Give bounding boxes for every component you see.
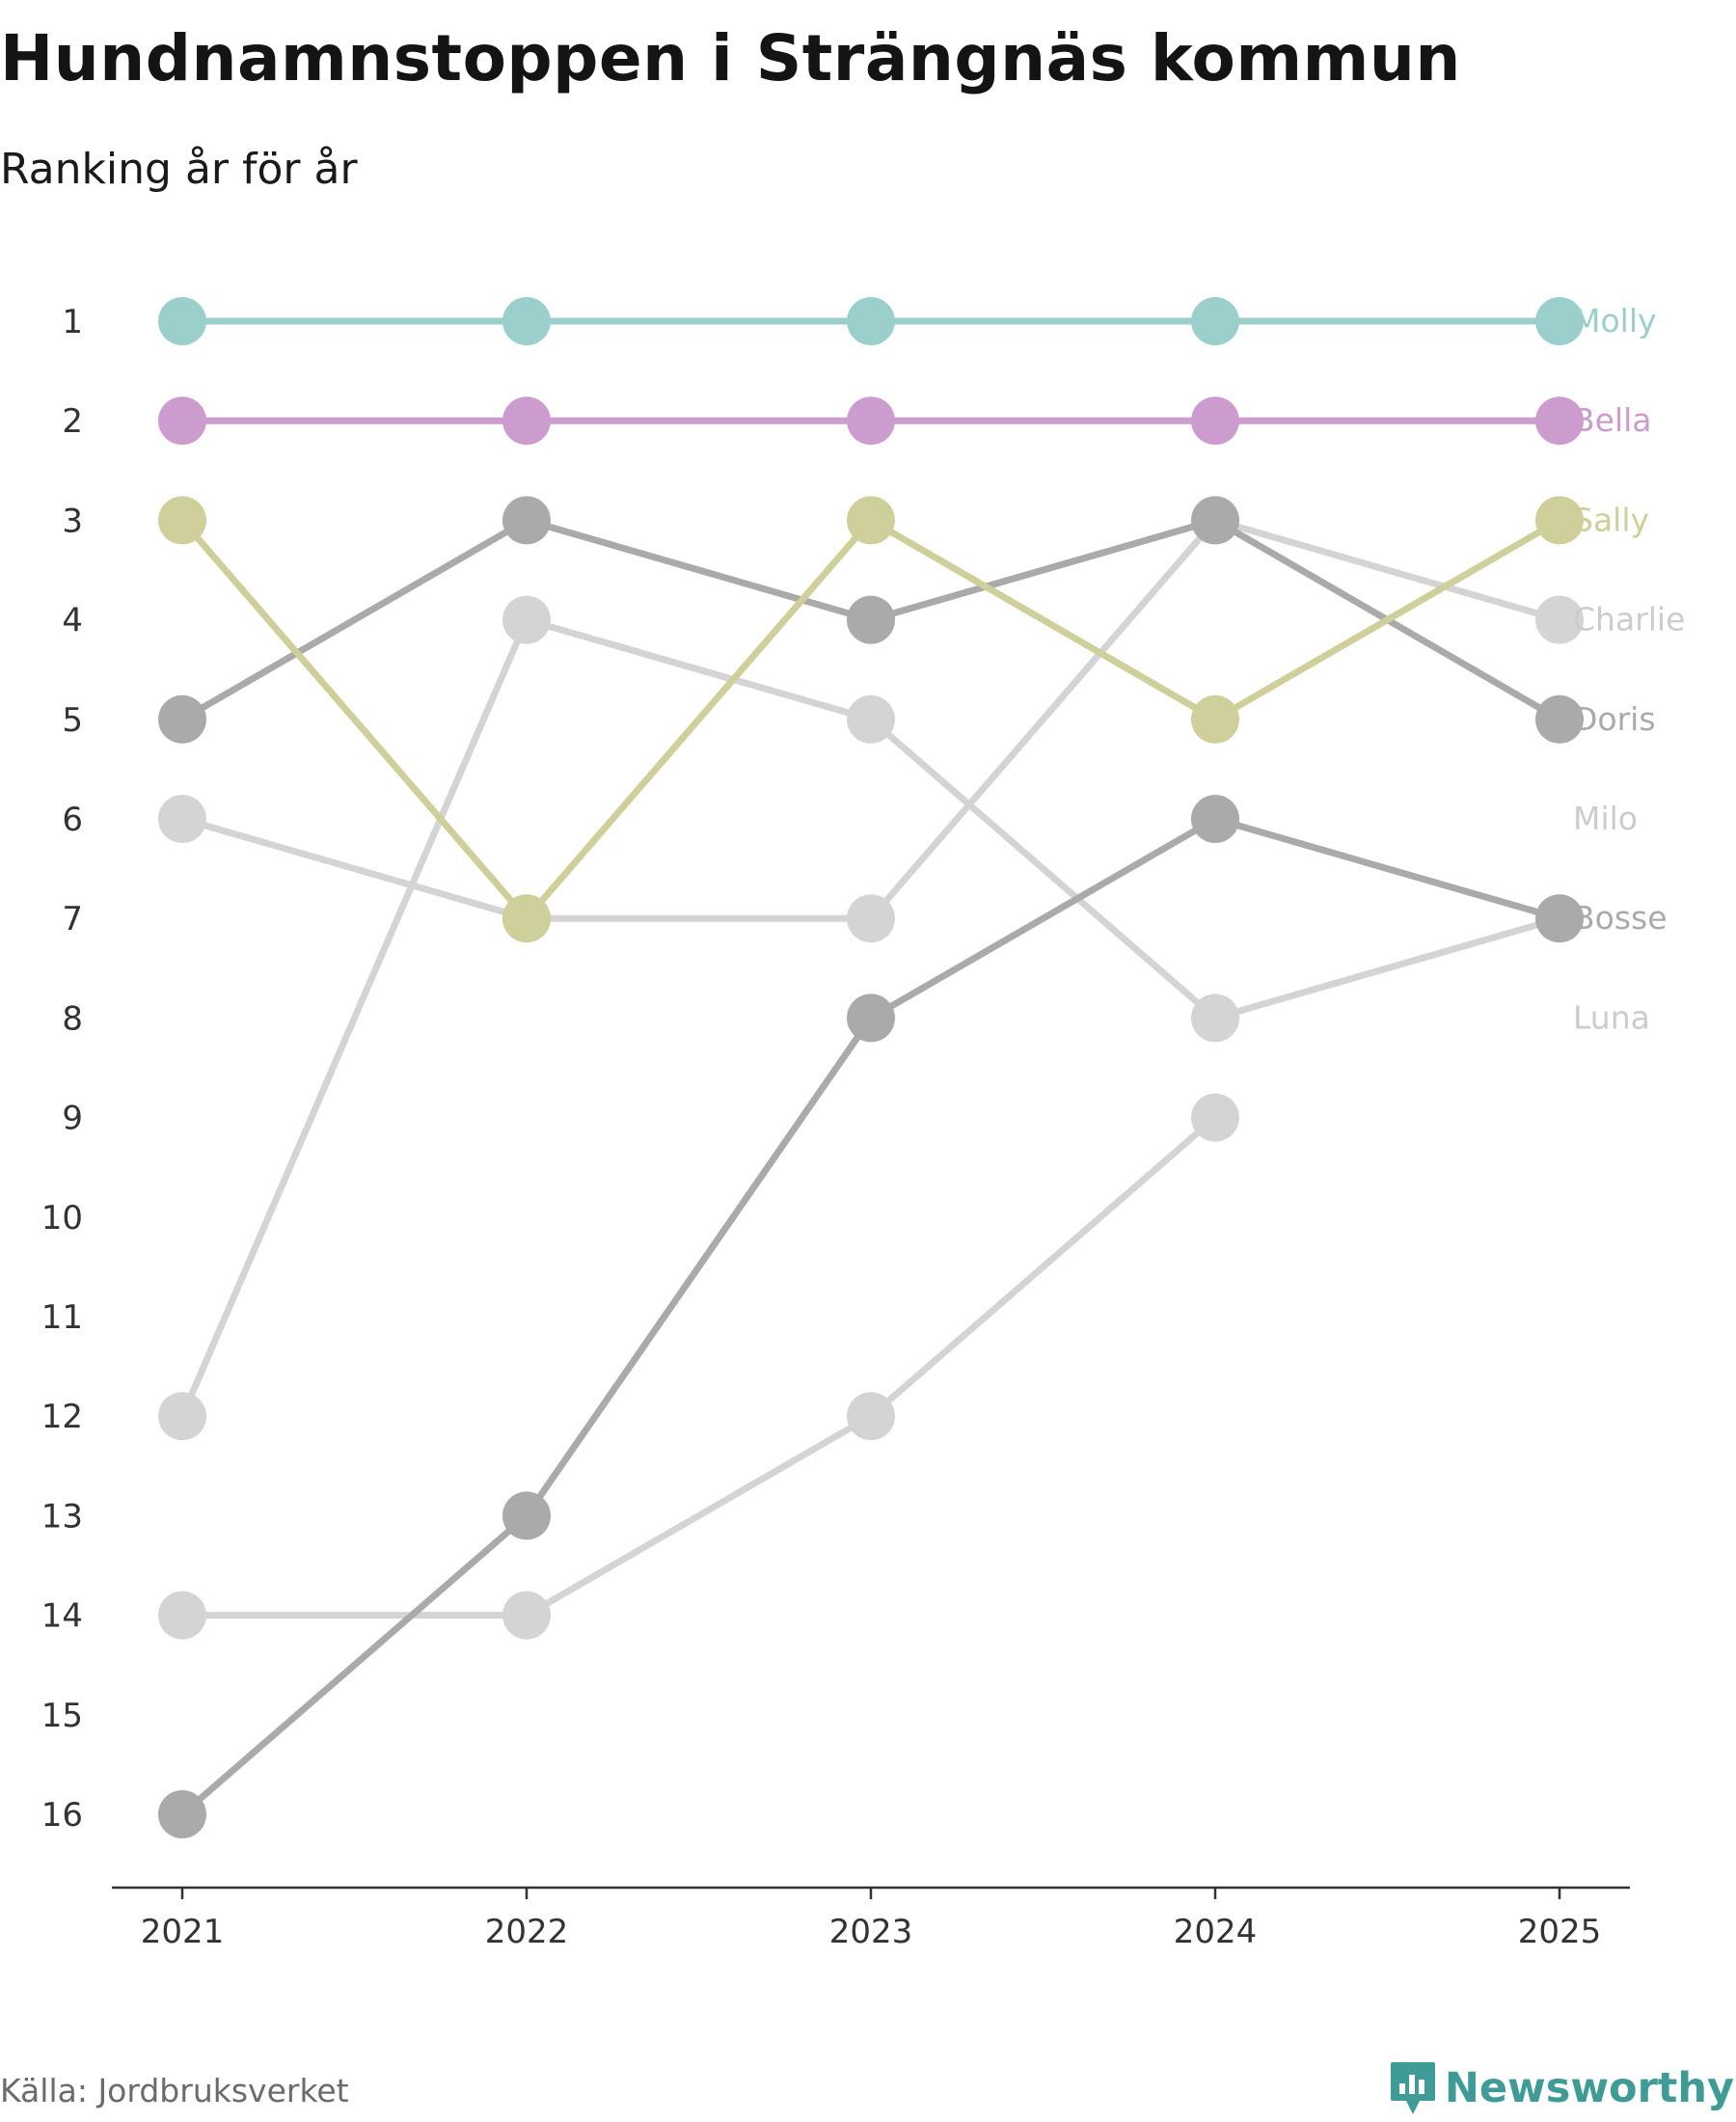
series-label-luna: Luna bbox=[1573, 998, 1650, 1036]
series-line-luna bbox=[178, 1114, 1219, 1619]
series-point-molly bbox=[1535, 297, 1584, 345]
series-point-bosse bbox=[502, 1491, 551, 1540]
series-point-bosse bbox=[1191, 795, 1239, 843]
series-label-doris: Doris bbox=[1573, 700, 1656, 738]
y-tick-label: 9 bbox=[62, 1100, 83, 1138]
series-label-molly: Molly bbox=[1573, 302, 1657, 340]
series-point-luna bbox=[1191, 1093, 1239, 1142]
y-tick-label: 13 bbox=[41, 1497, 83, 1536]
series-point-sally bbox=[158, 496, 206, 545]
y-tick-label: 6 bbox=[62, 801, 83, 839]
chart-title: Hundnamnstoppen i Strängnäs kommun bbox=[0, 21, 1461, 95]
x-tick-label: 2024 bbox=[1174, 1913, 1258, 1951]
y-tick-label: 16 bbox=[41, 1796, 83, 1835]
series-point-doris bbox=[502, 496, 551, 545]
newsworthy-logo-icon bbox=[1390, 2062, 1435, 2114]
series-end-labels: Molly Bella Sally Charlie Doris Milo Bosse Luna bbox=[1573, 302, 1685, 1036]
series-point-milo bbox=[847, 694, 895, 744]
series-lines bbox=[178, 317, 1563, 1818]
series-point-milo bbox=[1191, 993, 1239, 1043]
series-point-bella bbox=[1535, 396, 1584, 446]
x-axis-ticks: 2021 2022 2023 2024 2025 bbox=[141, 1888, 1602, 1951]
series-point-doris bbox=[158, 694, 206, 744]
series-point-sally bbox=[1535, 496, 1584, 545]
series-point-doris bbox=[1535, 694, 1584, 744]
series-point-molly bbox=[847, 297, 895, 345]
series-label-bella: Bella bbox=[1573, 401, 1652, 439]
brand-logo[interactable]: Newsworthy bbox=[1389, 2060, 1734, 2116]
series-point-doris bbox=[1191, 496, 1239, 545]
series-line-bosse bbox=[178, 815, 1563, 1818]
series-point-bella bbox=[1191, 396, 1239, 446]
y-tick-label: 12 bbox=[41, 1398, 83, 1436]
series-point-milo bbox=[158, 1392, 206, 1441]
series-point-luna bbox=[158, 1591, 206, 1640]
series-point-molly bbox=[502, 297, 551, 345]
series-point-doris bbox=[847, 595, 895, 644]
series-point-sally bbox=[502, 894, 551, 943]
series-point-sally bbox=[847, 496, 895, 545]
series-point-bella bbox=[158, 396, 206, 446]
series-point-molly bbox=[1191, 297, 1239, 345]
y-tick-label: 15 bbox=[41, 1697, 83, 1735]
series-label-charlie: Charlie bbox=[1573, 601, 1685, 639]
series-point-bella bbox=[502, 396, 551, 446]
x-tick-label: 2022 bbox=[485, 1913, 569, 1951]
y-tick-label: 10 bbox=[41, 1199, 83, 1238]
y-tick-label: 11 bbox=[41, 1298, 83, 1337]
series-point-bella bbox=[847, 396, 895, 446]
series-point-molly bbox=[158, 297, 206, 345]
chart-subtitle: Ranking år för år bbox=[0, 145, 358, 194]
y-tick-label: 14 bbox=[41, 1597, 83, 1636]
series-point-bosse bbox=[847, 993, 895, 1043]
series-point-bosse bbox=[1535, 894, 1584, 943]
x-tick-label: 2025 bbox=[1518, 1913, 1602, 1951]
series-label-milo: Milo bbox=[1573, 800, 1638, 837]
series-point-sally bbox=[1191, 694, 1239, 744]
series-point-milo bbox=[502, 595, 551, 644]
series-point-luna bbox=[847, 1392, 895, 1441]
series-point-charlie bbox=[1535, 595, 1584, 644]
x-tick-label: 2023 bbox=[829, 1913, 913, 1951]
y-tick-label: 7 bbox=[62, 900, 83, 939]
source-note: Källa: Jordbruksverket bbox=[0, 2072, 349, 2109]
y-tick-label: 2 bbox=[62, 402, 83, 441]
series-point-charlie bbox=[158, 795, 206, 843]
y-tick-label: 1 bbox=[62, 303, 83, 341]
series-point-luna bbox=[502, 1591, 551, 1640]
y-tick-label: 5 bbox=[62, 701, 83, 740]
y-tick-label: 3 bbox=[62, 502, 83, 540]
series-label-sally: Sally bbox=[1573, 501, 1649, 538]
y-tick-label: 8 bbox=[62, 999, 83, 1038]
series-point-charlie bbox=[847, 894, 895, 943]
y-tick-label: 4 bbox=[62, 602, 83, 640]
series-point-bosse bbox=[158, 1790, 206, 1838]
series-label-bosse: Bosse bbox=[1573, 899, 1668, 937]
x-tick-label: 2021 bbox=[141, 1913, 225, 1951]
series-points bbox=[158, 297, 1584, 1838]
brand-name: Newsworthy bbox=[1444, 2064, 1734, 2112]
